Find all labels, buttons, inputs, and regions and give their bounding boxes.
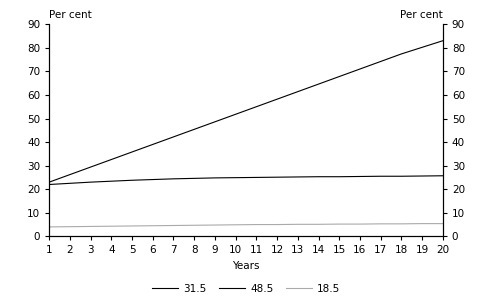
48.5: [419, 45, 425, 49]
18.5: [274, 223, 280, 226]
48.5: [212, 120, 218, 124]
31.5: [274, 175, 280, 179]
18.5: [336, 222, 342, 226]
48.5: [191, 128, 197, 131]
31.5: [108, 179, 114, 183]
Line: 48.5: 48.5: [49, 41, 443, 182]
48.5: [108, 158, 114, 161]
18.5: [399, 222, 404, 226]
31.5: [419, 174, 425, 178]
48.5: [253, 105, 259, 108]
31.5: [336, 175, 342, 178]
31.5: [129, 178, 135, 182]
18.5: [357, 222, 363, 226]
48.5: [233, 112, 239, 116]
31.5: [212, 176, 218, 180]
31.5: [191, 177, 197, 180]
48.5: [150, 143, 156, 146]
31.5: [295, 175, 301, 179]
31.5: [357, 175, 363, 178]
31.5: [46, 183, 52, 186]
31.5: [67, 181, 73, 185]
18.5: [88, 225, 93, 228]
48.5: [171, 135, 177, 139]
31.5: [171, 177, 177, 181]
48.5: [274, 97, 280, 101]
18.5: [419, 222, 425, 225]
48.5: [315, 82, 321, 86]
31.5: [150, 178, 156, 181]
18.5: [150, 224, 156, 228]
18.5: [108, 225, 114, 228]
18.5: [191, 223, 197, 227]
Text: Per cent: Per cent: [49, 10, 92, 20]
31.5: [253, 176, 259, 179]
18.5: [171, 224, 177, 227]
48.5: [399, 52, 404, 56]
31.5: [315, 175, 321, 178]
X-axis label: Years: Years: [232, 261, 260, 271]
48.5: [67, 173, 73, 176]
Line: 31.5: 31.5: [49, 176, 443, 185]
18.5: [440, 222, 446, 225]
48.5: [336, 75, 342, 78]
48.5: [295, 90, 301, 93]
18.5: [253, 223, 259, 226]
31.5: [88, 180, 93, 184]
Legend: 31.5, 48.5, 18.5: 31.5, 48.5, 18.5: [148, 279, 344, 298]
48.5: [440, 39, 446, 42]
48.5: [46, 180, 52, 184]
18.5: [46, 225, 52, 229]
18.5: [295, 222, 301, 226]
18.5: [378, 222, 384, 226]
31.5: [399, 175, 404, 178]
Line: 18.5: 18.5: [49, 224, 443, 227]
18.5: [233, 223, 239, 227]
48.5: [88, 165, 93, 169]
18.5: [315, 222, 321, 226]
31.5: [233, 176, 239, 179]
48.5: [129, 150, 135, 154]
18.5: [67, 225, 73, 228]
31.5: [440, 174, 446, 178]
18.5: [129, 224, 135, 228]
48.5: [378, 60, 384, 63]
18.5: [212, 223, 218, 227]
31.5: [378, 175, 384, 178]
48.5: [357, 67, 363, 71]
Text: Per cent: Per cent: [400, 10, 443, 20]
